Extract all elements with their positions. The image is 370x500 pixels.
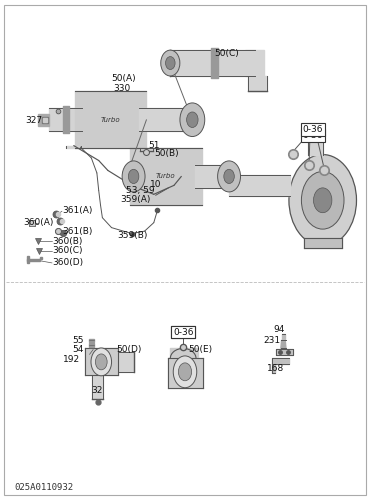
Polygon shape <box>272 358 289 364</box>
Polygon shape <box>85 348 118 376</box>
Text: 0-36: 0-36 <box>303 131 323 140</box>
Polygon shape <box>304 238 342 248</box>
Polygon shape <box>89 344 94 347</box>
Circle shape <box>128 170 139 183</box>
Polygon shape <box>75 92 147 148</box>
Text: 361(B): 361(B) <box>62 227 92 236</box>
Circle shape <box>122 161 145 192</box>
Text: 360(D): 360(D) <box>52 258 83 268</box>
Circle shape <box>186 112 198 128</box>
Text: Turbo: Turbo <box>101 116 120 122</box>
Polygon shape <box>27 256 29 263</box>
Text: 54: 54 <box>72 345 83 354</box>
Text: 359(A): 359(A) <box>121 195 151 204</box>
Text: 51: 51 <box>148 141 160 150</box>
Text: 025A0110932: 025A0110932 <box>14 483 73 492</box>
Text: 192: 192 <box>63 355 80 364</box>
Polygon shape <box>281 340 286 348</box>
Polygon shape <box>38 114 49 126</box>
Circle shape <box>180 103 205 136</box>
Text: 360(B): 360(B) <box>52 236 83 246</box>
Text: 50(B): 50(B) <box>154 148 178 158</box>
Polygon shape <box>245 50 264 76</box>
Text: 168: 168 <box>266 364 284 373</box>
Polygon shape <box>27 258 42 261</box>
Circle shape <box>313 188 332 212</box>
Text: Turbo: Turbo <box>156 174 175 180</box>
Circle shape <box>218 161 240 192</box>
Circle shape <box>161 50 180 76</box>
Text: 327: 327 <box>25 116 43 125</box>
Polygon shape <box>276 350 293 356</box>
Text: 361(A): 361(A) <box>62 206 92 214</box>
Polygon shape <box>130 148 202 205</box>
Circle shape <box>178 363 192 381</box>
Circle shape <box>91 348 112 376</box>
Text: 360(C): 360(C) <box>52 246 83 256</box>
Polygon shape <box>89 338 94 342</box>
Text: 50(C): 50(C) <box>214 49 239 58</box>
Circle shape <box>95 354 107 370</box>
Circle shape <box>173 356 197 388</box>
Circle shape <box>224 170 234 183</box>
Text: 0-36: 0-36 <box>303 125 323 134</box>
Circle shape <box>165 56 175 70</box>
Text: 360(A): 360(A) <box>23 218 54 227</box>
Polygon shape <box>282 334 285 340</box>
Text: 50(D): 50(D) <box>117 345 142 354</box>
Text: 330: 330 <box>114 84 131 93</box>
Polygon shape <box>272 364 275 374</box>
Text: 359(B): 359(B) <box>117 230 147 239</box>
Text: 50(E): 50(E) <box>188 345 212 354</box>
Text: 55: 55 <box>72 336 83 345</box>
Text: 231: 231 <box>263 336 281 345</box>
Text: 50(A): 50(A) <box>112 74 136 83</box>
Polygon shape <box>168 358 204 388</box>
Circle shape <box>302 172 344 229</box>
Text: 94: 94 <box>273 325 285 334</box>
Text: 0-36: 0-36 <box>173 328 194 336</box>
Text: 10: 10 <box>150 180 162 189</box>
Text: 0-36: 0-36 <box>173 328 194 336</box>
Circle shape <box>289 154 356 246</box>
Text: 53, 59: 53, 59 <box>126 186 155 195</box>
Text: 32: 32 <box>91 386 103 394</box>
